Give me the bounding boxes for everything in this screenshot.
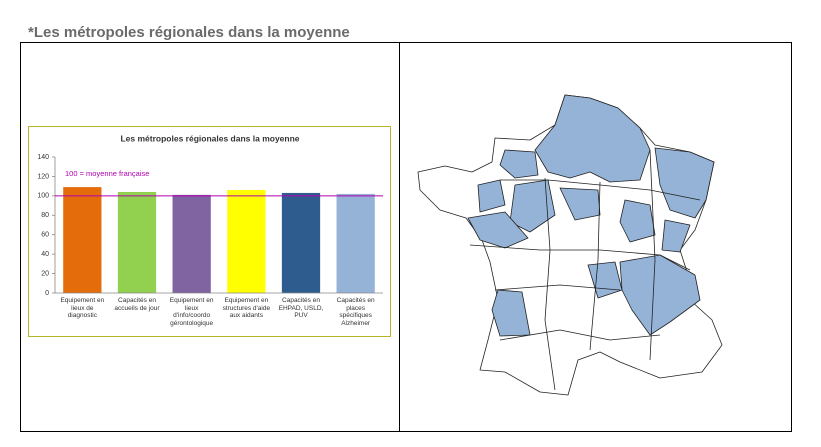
x-tick-label-box: Capacités en places spécifiques Alzheime… [336,297,375,327]
map-regions [467,94,715,337]
map-border [544,177,556,391]
map-region [619,254,701,336]
bar [336,193,375,293]
bar [227,190,266,293]
x-tick-label: Capacités en places spécifiques Alzheime… [336,297,375,327]
table-border [20,42,792,432]
map-region [491,289,531,337]
map-border [494,284,621,291]
bar [117,191,157,293]
y-tick-label: 40 [41,251,49,258]
map-borders [469,149,701,391]
x-tick-label-box: Capacités en EHPAD, USLD, PUV [278,297,324,319]
map-region [534,94,651,183]
map-region [661,219,691,253]
map-region [559,187,601,221]
heading: *Les métropoles régionales dans la moyen… [28,24,350,41]
map-border [649,149,656,361]
x-tick-label: Equipement en lieux d'info/coordo géront… [169,297,214,327]
map-region [509,179,556,233]
x-tick-label-box: Capacités en accueils de jour [114,297,160,312]
y-tick-label: 80 [41,212,49,219]
x-tick-label-box: Equipement en lieux de diagnostic [60,297,105,319]
bar [281,192,321,293]
map-region [499,149,539,179]
x-tick-label-box: Equipement en structures d'aide aux aida… [222,297,271,319]
x-tick-label: Capacités en accueils de jour [114,297,160,312]
map-border [589,181,601,351]
map-region [619,199,656,243]
x-tick-label: Capacités en EHPAD, USLD, PUV [278,297,324,319]
y-tick-label: 0 [45,290,49,297]
map-border [499,329,661,341]
map [417,94,723,396]
x-tick-label-box: Equipement en lieux d'info/coordo géront… [169,297,214,327]
y-tick-label: 140 [37,154,49,161]
map-region [654,147,715,219]
map-region [477,179,506,213]
x-tick-label: Equipement en lieux de diagnostic [60,297,105,319]
reference-label: 100 = moyenne française [65,169,149,178]
bar [172,194,211,293]
y-tick-label: 20 [41,270,49,277]
x-tick-label: Equipement en structures d'aide aux aida… [222,297,271,319]
bar [63,187,102,293]
y-tick-label: 120 [37,173,49,180]
chart-title: Les métropoles régionales dans la moyenn… [120,133,299,143]
y-tick-label: 100 [37,193,49,200]
y-tick-label: 60 [41,232,49,239]
map-region [467,211,529,249]
map-border [469,244,691,271]
